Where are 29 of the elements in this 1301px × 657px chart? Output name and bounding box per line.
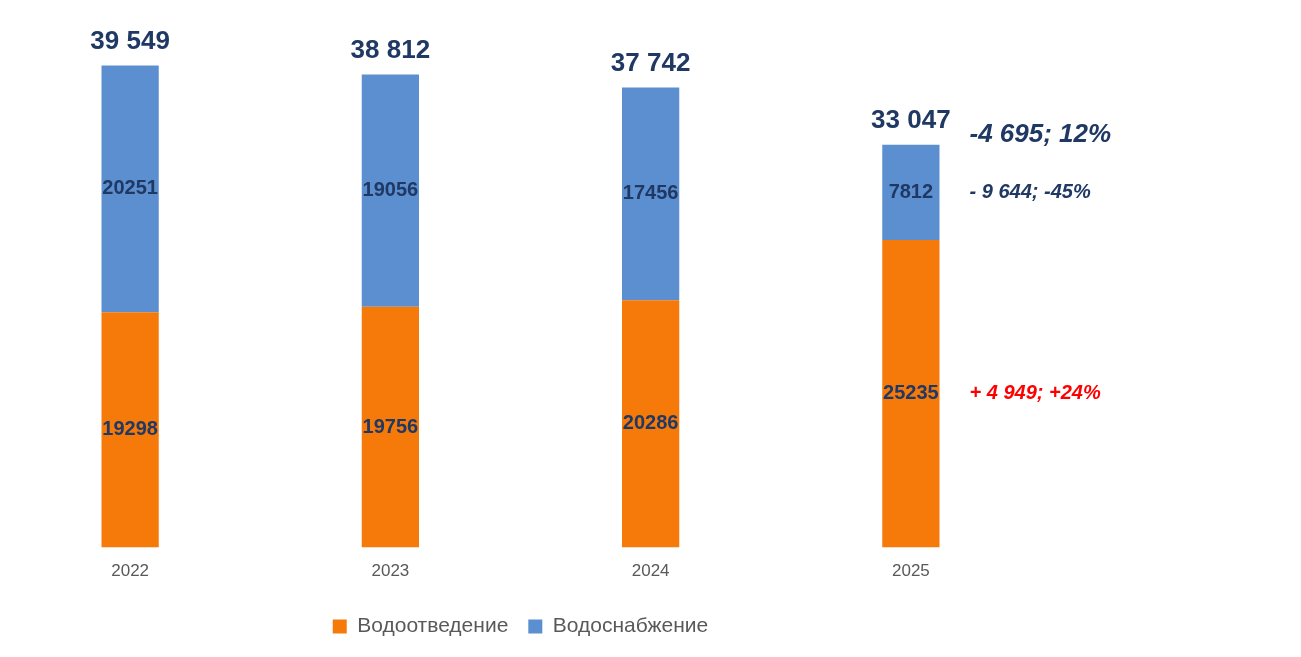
bar — [361, 74, 419, 307]
data-label: 20251 — [102, 176, 158, 199]
data-label: 7812 — [888, 179, 934, 202]
data-label: 20286 — [622, 411, 679, 434]
legend-label: Водоснабжение — [552, 613, 709, 637]
total-label: 38 812 — [350, 33, 431, 64]
annotation: + 4 949; +24% — [969, 381, 1101, 404]
bar — [101, 312, 159, 548]
total-label: 37 742 — [610, 46, 691, 77]
data-label: 19298 — [102, 417, 158, 440]
annotation: -4 695; 12% — [969, 117, 1112, 148]
x-tick-label: 2022 — [111, 561, 150, 581]
bar — [622, 300, 680, 548]
x-tick-label: 2025 — [891, 561, 930, 581]
data-label: 25235 — [883, 381, 939, 404]
bar — [101, 65, 159, 313]
annotation: - 9 644; -45% — [969, 179, 1091, 202]
data-label: 17456 — [622, 181, 679, 204]
x-tick-label: 2023 — [371, 561, 410, 581]
x-tick-label: 2024 — [631, 561, 670, 581]
bar — [361, 306, 419, 548]
total-label: 33 047 — [871, 103, 951, 134]
legend-label: Водоотведение — [357, 613, 509, 637]
data-label: 19056 — [362, 178, 419, 201]
bar — [882, 239, 940, 548]
data-label: 19756 — [362, 414, 419, 437]
bar — [622, 87, 680, 301]
bar — [882, 144, 940, 240]
total-label: 39 549 — [90, 24, 170, 55]
